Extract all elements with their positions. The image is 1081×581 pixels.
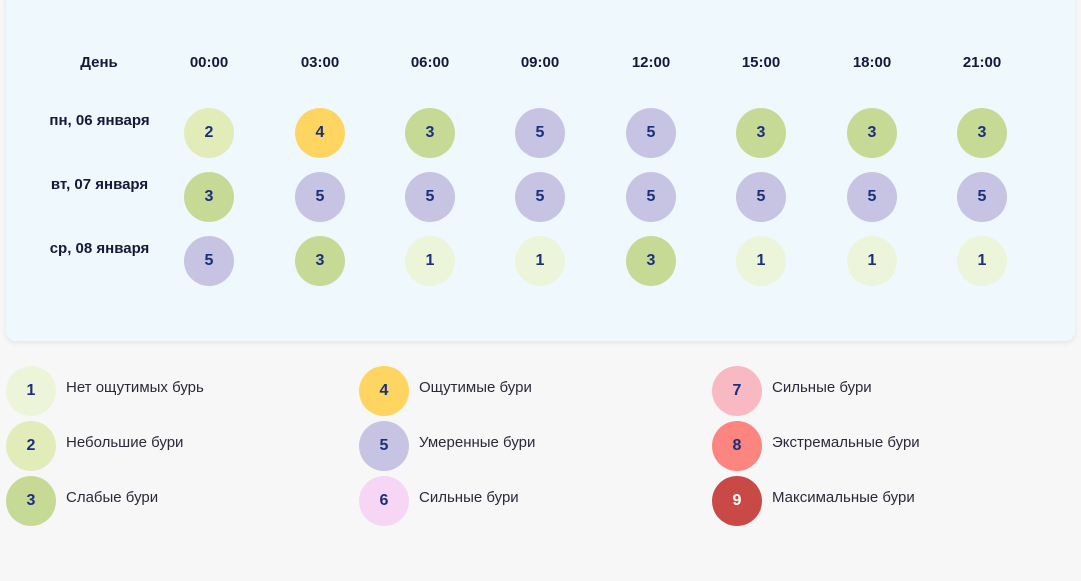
legend-label: Ощутимые бури [419,379,532,396]
table-row: ср, 08 января 5 3 1 1 3 1 1 1 [6,236,1075,286]
legend-label: Умеренные бури [419,434,536,451]
storm-level-badge: 3 [626,236,676,286]
storm-level-badge: 3 [184,172,234,222]
legend-label: Экстремальные бури [772,434,920,451]
storm-level-badge: 5 [626,108,676,158]
time-column-header: 21:00 [962,54,1002,71]
storm-level-badge: 5 [515,108,565,158]
day-column-header: День [80,54,118,71]
legend-label: Слабые бури [66,489,159,506]
legend-level-badge: 6 [359,476,409,526]
storm-level-badge: 5 [736,172,786,222]
time-column-header: 12:00 [631,54,671,71]
storm-level-badge: 5 [184,236,234,286]
storm-level-badge: 3 [847,108,897,158]
time-column-header: 18:00 [852,54,892,71]
table-row: вт, 07 января 3 5 5 5 5 5 5 5 [6,172,1075,222]
storm-level-badge: 3 [957,108,1007,158]
table-row: пн, 06 января 2 4 3 5 5 3 3 3 [6,108,1075,158]
legend-label: Нет ощутимых бурь [66,379,204,396]
storm-level-badge: 3 [405,108,455,158]
storm-level-badge: 1 [957,236,1007,286]
storm-level-badge: 5 [515,172,565,222]
legend-level-badge: 5 [359,421,409,471]
time-column-header: 00:00 [189,54,229,71]
storm-level-badge: 1 [515,236,565,286]
storm-level-badge: 1 [405,236,455,286]
day-label: вт, 07 января [50,176,149,193]
storm-level-badge: 5 [957,172,1007,222]
storm-level-badge: 1 [847,236,897,286]
storm-level-badge: 5 [405,172,455,222]
legend-level-badge: 2 [6,421,56,471]
time-column-header: 15:00 [741,54,781,71]
storm-level-badge: 4 [295,108,345,158]
table-header: День 00:00 03:00 06:00 09:00 12:00 15:00 18:00… [6,54,1075,74]
legend-level-badge: 3 [6,476,56,526]
storm-level-badge: 2 [184,108,234,158]
legend-label: Сильные бури [772,379,872,396]
legend-level-badge: 1 [6,366,56,416]
legend-label: Сильные бури [419,489,519,506]
storm-level-badge: 5 [847,172,897,222]
day-label: ср, 08 января [49,240,150,257]
legend-level-badge: 7 [712,366,762,416]
legend-label: Небольшие бури [66,434,184,451]
legend-level-badge: 9 [712,476,762,526]
time-column-header: 06:00 [410,54,450,71]
legend-level-badge: 8 [712,421,762,471]
storm-level-badge: 1 [736,236,786,286]
legend-label: Максимальные бури [772,489,915,506]
storm-level-badge: 3 [295,236,345,286]
legend-level-badge: 4 [359,366,409,416]
day-label: пн, 06 января [49,112,150,129]
storm-level-badge: 5 [626,172,676,222]
storm-level-badge: 3 [736,108,786,158]
time-column-header: 09:00 [520,54,560,71]
forecast-card: День 00:00 03:00 06:00 09:00 12:00 15:00 18:00… [6,0,1075,341]
time-column-header: 03:00 [300,54,340,71]
storm-level-badge: 5 [295,172,345,222]
